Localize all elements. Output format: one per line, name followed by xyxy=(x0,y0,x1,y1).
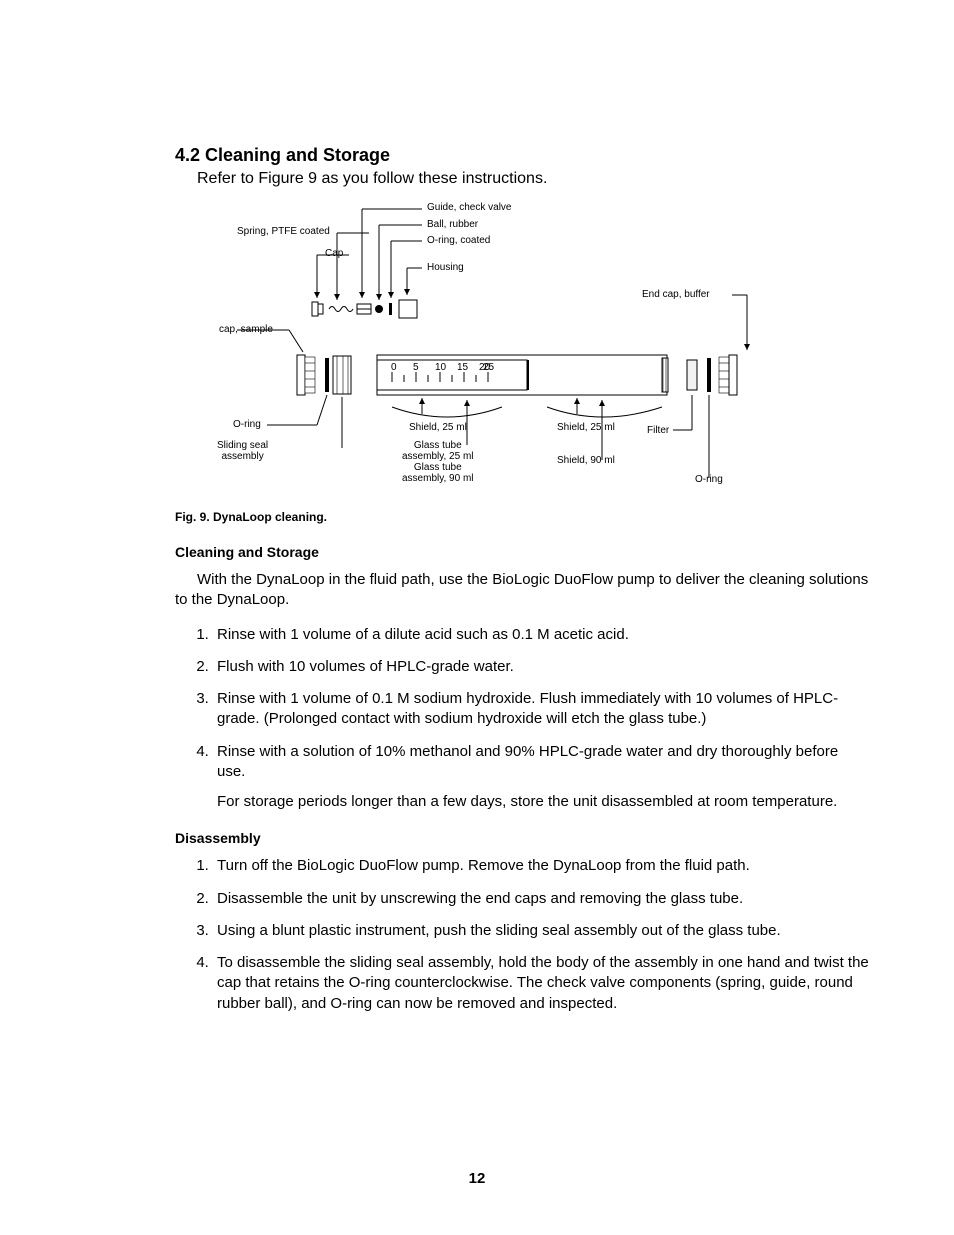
lbl-filter: Filter xyxy=(647,425,669,436)
step: Rinse with 1 volume of a dilute acid suc… xyxy=(213,625,869,645)
svg-text:0: 0 xyxy=(391,362,397,373)
figure-caption: Fig. 9. DynaLoop cleaning. xyxy=(175,510,869,524)
cleaning-steps: Rinse with 1 volume of a dilute acid suc… xyxy=(175,625,869,813)
svg-text:10: 10 xyxy=(435,362,447,373)
step: Using a blunt plastic instrument, push t… xyxy=(213,921,869,941)
svg-text:5: 5 xyxy=(413,362,419,373)
step: Turn off the BioLogic DuoFlow pump. Remo… xyxy=(213,856,869,876)
step: Rinse with 1 volume of 0.1 M sodium hydr… xyxy=(213,689,869,730)
lbl-guide: Guide, check valve xyxy=(427,202,512,213)
step: To disassemble the sliding seal assembly… xyxy=(213,953,869,1014)
figure-9: 0 5 10 15 20 25 xyxy=(197,200,869,500)
lbl-shield25b: Shield, 25 ml xyxy=(557,422,615,433)
intro-text: Refer to Figure 9 as you follow these in… xyxy=(197,170,869,188)
section-heading: 4.2 Cleaning and Storage xyxy=(175,145,869,166)
lbl-oring2: O-ring xyxy=(695,474,723,485)
lbl-cap: Cap xyxy=(325,248,343,259)
step: Rinse with a solution of 10% methanol an… xyxy=(213,742,869,813)
disassembly-steps: Turn off the BioLogic DuoFlow pump. Remo… xyxy=(175,856,869,1014)
lbl-oring-coated: O-ring, coated xyxy=(427,235,490,246)
step: Disassemble the unit by unscrewing the e… xyxy=(213,889,869,909)
storage-note: For storage periods longer than a few da… xyxy=(217,792,869,812)
lbl-sliding: Sliding seal assembly xyxy=(217,440,268,462)
svg-text:15: 15 xyxy=(457,362,469,373)
lbl-capsample: cap, sample xyxy=(219,324,273,335)
svg-text:25: 25 xyxy=(483,362,495,373)
lbl-g90: Glass tube assembly, 90 ml xyxy=(402,462,474,484)
lbl-s25: Shield, 25 ml xyxy=(409,422,467,433)
lbl-ball: Ball, rubber xyxy=(427,219,478,230)
lbl-housing: Housing xyxy=(427,262,464,273)
lbl-g25: Glass tube assembly, 25 ml xyxy=(402,440,474,462)
page-number: 12 xyxy=(0,1170,954,1187)
lbl-s90b: Shield, 90 ml xyxy=(557,455,615,466)
step: Flush with 10 volumes of HPLC-grade wate… xyxy=(213,657,869,677)
lbl-endcap: End cap, buffer xyxy=(642,289,710,300)
lbl-oring: O-ring xyxy=(233,419,261,430)
lbl-spring: Spring, PTFE coated xyxy=(237,226,330,237)
cleaning-para: With the DynaLoop in the fluid path, use… xyxy=(175,570,869,611)
disassembly-heading: Disassembly xyxy=(175,830,869,846)
cleaning-heading: Cleaning and Storage xyxy=(175,544,869,560)
